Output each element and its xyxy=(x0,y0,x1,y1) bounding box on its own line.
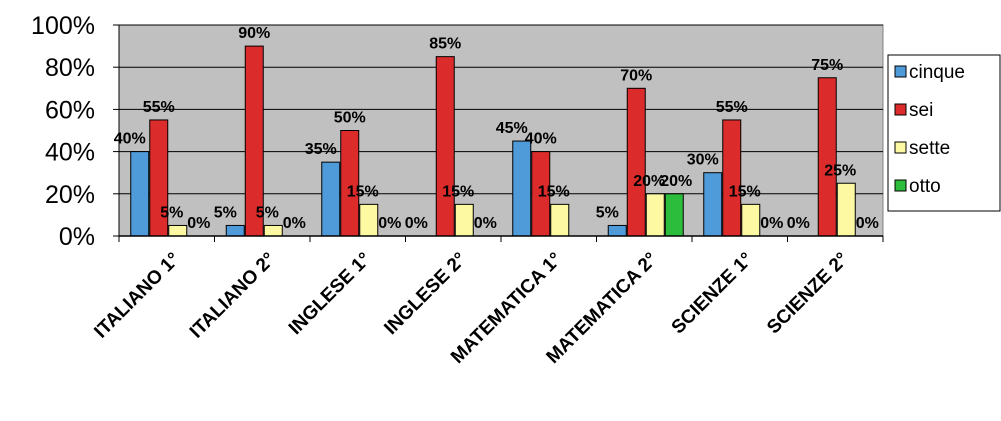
data-labels: 40%55%5%0%5%90%5%0%35%50%15%0% 0%85%15%0%… xyxy=(114,25,879,232)
bar-sei xyxy=(722,119,742,237)
data-label: 0% xyxy=(405,215,428,232)
bar-sei xyxy=(626,87,646,237)
data-label: 15% xyxy=(729,183,761,200)
legend-label: sei xyxy=(909,100,933,121)
data-label: 55% xyxy=(143,99,175,116)
data-label: 5% xyxy=(214,204,237,221)
legend-swatch-otto xyxy=(894,179,907,192)
legend-swatch-sette xyxy=(894,141,907,154)
data-label: 0% xyxy=(187,215,210,232)
bar-sette xyxy=(359,203,379,237)
y-tick-label: 40% xyxy=(45,139,95,167)
bar-cinque xyxy=(130,151,150,237)
data-label: 0% xyxy=(856,215,879,232)
data-label: 0% xyxy=(760,215,783,232)
bar-sette xyxy=(168,224,188,237)
bar-otto xyxy=(664,193,684,237)
data-label: 0% xyxy=(474,215,497,232)
legend: cinque sei sette otto xyxy=(887,54,1001,212)
bars xyxy=(130,45,856,237)
legend-label: cinque xyxy=(909,62,965,83)
bar-cinque xyxy=(607,224,627,237)
data-label: 75% xyxy=(811,57,843,74)
data-label: 15% xyxy=(442,183,474,200)
x-tick-label: SCIENZE 2° xyxy=(763,249,853,339)
data-label: 15% xyxy=(538,183,570,200)
bar-sei xyxy=(435,56,455,237)
data-label: 20% xyxy=(660,173,692,190)
bar-sei xyxy=(817,77,837,237)
bar-sette xyxy=(836,182,856,237)
data-label: 5% xyxy=(256,204,279,221)
data-label: 90% xyxy=(238,25,270,42)
bar-cinque xyxy=(703,172,723,237)
legend-box xyxy=(887,54,1001,212)
data-label: 5% xyxy=(160,204,183,221)
data-label: 70% xyxy=(620,67,652,84)
data-label: 45% xyxy=(496,120,528,137)
legend-swatch-sei xyxy=(894,103,907,116)
y-tick-label: 100% xyxy=(31,12,95,40)
y-tick-label: 0% xyxy=(59,223,95,251)
legend-swatch-cinque xyxy=(894,65,907,78)
data-label: 20% xyxy=(633,173,665,190)
bar-cinque xyxy=(512,140,532,237)
y-tick-label: 80% xyxy=(45,54,95,82)
legend-label: sette xyxy=(909,138,950,159)
data-label: 30% xyxy=(687,152,719,169)
x-axis: ITALIANO 1° ITALIANO 2° INGLESE 1° INGLESE … xyxy=(90,235,884,368)
data-label: 85% xyxy=(429,36,461,53)
y-axis: 0% 20% 40% 60% 80% 100% xyxy=(31,12,120,251)
y-tick-label: 60% xyxy=(45,96,95,124)
data-label: 40% xyxy=(525,131,557,148)
x-tick-label: SCIENZE 1° xyxy=(668,249,758,339)
x-tick-label: INGLESE 1° xyxy=(285,249,375,339)
data-label: 55% xyxy=(716,99,748,116)
bar-sette xyxy=(263,224,283,237)
bar-sette xyxy=(645,193,665,237)
bar-sette xyxy=(454,203,474,237)
data-label: 0% xyxy=(283,215,306,232)
x-tick-label: ITALIANO 1° xyxy=(90,249,184,343)
bar-sette xyxy=(550,203,570,237)
data-label: 25% xyxy=(824,162,856,179)
data-label: 0% xyxy=(787,215,810,232)
bar-cinque xyxy=(321,161,341,237)
data-label: 40% xyxy=(114,131,146,148)
x-tick-label: ITALIANO 2° xyxy=(186,249,280,343)
bar-cinque xyxy=(225,224,245,237)
data-label: 50% xyxy=(334,110,366,127)
data-label: 5% xyxy=(596,204,619,221)
bar-sette xyxy=(741,203,761,237)
x-tick-label: INGLESE 2° xyxy=(380,249,470,339)
data-label: 35% xyxy=(305,141,337,158)
data-label: 15% xyxy=(347,183,379,200)
y-tick-label: 20% xyxy=(45,181,95,209)
legend-label: otto xyxy=(909,176,941,197)
data-label: 0% xyxy=(378,215,401,232)
